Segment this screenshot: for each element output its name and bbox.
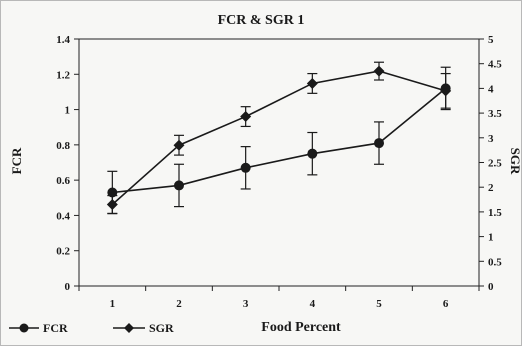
y-right-tick-label: 1 [488, 232, 494, 244]
legend: FCR SGR [9, 321, 174, 335]
x-tick-label: 1 [110, 298, 116, 310]
sgr-line [111, 70, 446, 206]
y-right-tick-label: 4.5 [488, 59, 502, 71]
y-left-tick-label: 0.8 [56, 140, 70, 152]
series-layer [106, 61, 452, 215]
sgr-point [306, 77, 318, 89]
y-left-tick-label: 1 [65, 105, 71, 117]
y-left-tick-label: 1.2 [56, 69, 70, 81]
y-left-ticks: 0 0.2 0.4 0.6 0.8 1 1.2 1.4 [56, 34, 79, 293]
y-right-tick-label: 4 [488, 83, 494, 95]
y-right-tick-label: 0 [488, 281, 494, 293]
sgr-point [373, 65, 385, 77]
series-fcr [107, 66, 451, 215]
legend-sgr-marker [124, 323, 134, 333]
legend-fcr-label: FCR [43, 321, 68, 335]
fcr-point [240, 162, 251, 173]
sgr-point [240, 111, 252, 123]
y-right-tick-label: 2 [488, 182, 494, 194]
sgr-point [173, 139, 185, 151]
legend-fcr-marker [19, 323, 29, 333]
y-left-tick-label: 0.4 [56, 210, 70, 222]
y-right-tick-label: 0.5 [488, 256, 502, 268]
fcr-line [112, 87, 447, 194]
legend-item-sgr: SGR [113, 321, 174, 335]
fcr-point [307, 148, 318, 159]
y-right-tick-label: 5 [488, 34, 494, 46]
y-left-tick-label: 0.2 [56, 246, 70, 258]
legend-item-fcr: FCR [9, 321, 68, 335]
y-left-tick-label: 1.4 [56, 34, 70, 46]
chart-title: FCR & SGR 1 [218, 13, 305, 28]
x-tick-label: 4 [310, 298, 316, 310]
plot-area [78, 38, 480, 287]
y-right-tick-label: 2.5 [488, 158, 502, 170]
x-tick-label: 3 [243, 298, 249, 310]
x-tick-label: 2 [176, 298, 182, 310]
y-left-tick-label: 0.6 [56, 175, 70, 187]
x-tick-label: 6 [443, 298, 449, 310]
y-right-ticks: 0 0.5 1 1.5 2 2.5 3 3.5 4 4.5 5 [479, 34, 502, 293]
sgr-point [440, 85, 452, 97]
fcr-point [374, 138, 384, 149]
fcr-point [107, 187, 118, 198]
fcr-point [174, 180, 184, 191]
y-axis-right-label: SGR [508, 148, 521, 175]
y-right-tick-label: 1.5 [488, 207, 502, 219]
y-right-tick-label: 3 [488, 133, 494, 145]
y-left-tick-label: 0 [65, 281, 71, 293]
legend-sgr-label: SGR [149, 321, 174, 335]
y-axis-left-label: FCR [9, 147, 24, 174]
x-ticks: 1 2 3 4 5 6 [78, 286, 480, 310]
x-axis-label: Food Percent [261, 320, 341, 335]
series-sgr [106, 61, 452, 214]
y-right-tick-label: 3.5 [488, 108, 502, 120]
x-tick-label: 5 [376, 298, 382, 310]
sgr-point [106, 198, 118, 210]
